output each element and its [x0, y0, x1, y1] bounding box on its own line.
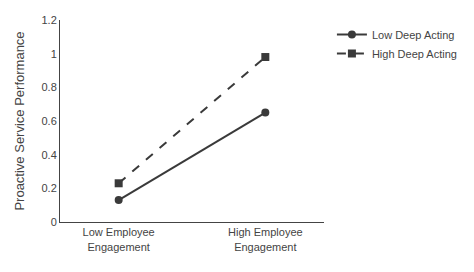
svg-text:1: 1: [51, 48, 57, 60]
svg-text:Low EmployeeEngagement: Low EmployeeEngagement: [83, 226, 155, 252]
svg-text:High EmployeeEngagement: High EmployeeEngagement: [228, 226, 303, 252]
svg-text:0: 0: [51, 216, 57, 228]
svg-text:Proactive Service Performance: Proactive Service Performance: [12, 31, 27, 210]
svg-text:Low Deep Acting: Low Deep Acting: [372, 29, 455, 41]
svg-text:High Deep Acting: High Deep Acting: [372, 48, 457, 60]
svg-text:0.2: 0.2: [42, 182, 57, 194]
svg-text:0.4: 0.4: [42, 149, 57, 161]
svg-text:0.6: 0.6: [42, 115, 57, 127]
svg-text:1.2: 1.2: [42, 14, 57, 26]
svg-text:0.8: 0.8: [42, 81, 57, 93]
